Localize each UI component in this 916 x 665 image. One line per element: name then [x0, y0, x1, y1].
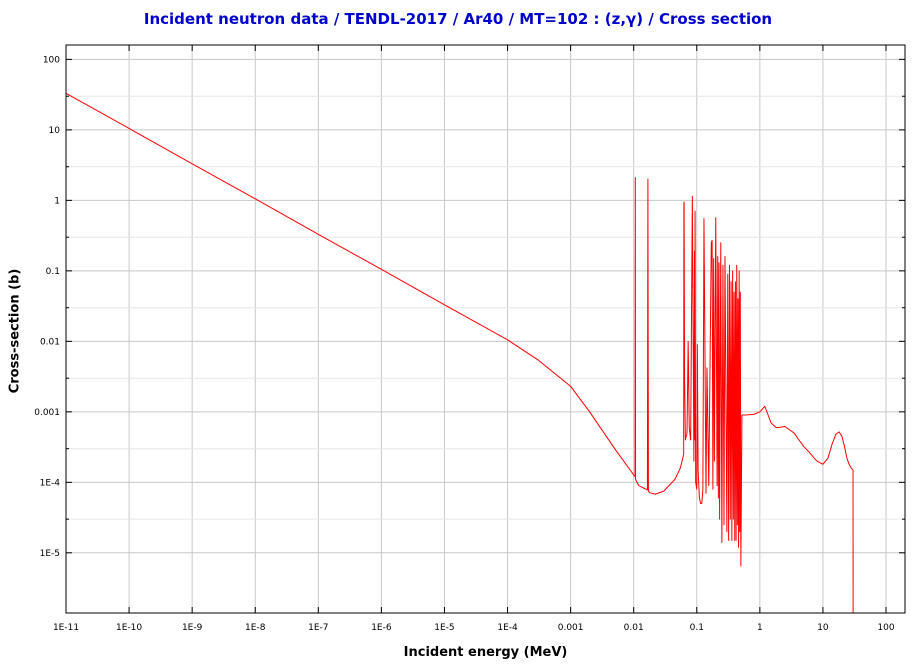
- x-tick-label: 1E-9: [182, 623, 203, 633]
- chart-title: Incident neutron data / TENDL-2017 / Ar4…: [143, 10, 773, 28]
- x-tick-label: 1E-10: [116, 623, 142, 633]
- series-line-0: [65, 92, 905, 614]
- grid-lines: [65, 45, 905, 613]
- y-tick-label: 100: [43, 55, 60, 65]
- y-tick-label: 0.01: [40, 337, 60, 347]
- plot-frame: [65, 44, 906, 614]
- x-tick-label: 0.1: [690, 623, 704, 633]
- tick-labels: 1E-11 1E-10 1E-9 1E-8 1E-7 1E-6 1E-5 1E-4 0.001 0…: [34, 55, 895, 633]
- x-tick-label: 1: [757, 623, 763, 633]
- x-tick-label: 1E-11: [53, 623, 79, 633]
- x-tick-label: 0.001: [558, 623, 584, 633]
- y-tick-label: 1E-5: [40, 549, 60, 559]
- y-tick-label: 0.001: [34, 408, 60, 418]
- series-layer: [65, 92, 905, 614]
- y-tick-label: 1: [54, 196, 60, 206]
- x-tick-label: 1E-4: [497, 623, 518, 633]
- x-tick-label: 1E-6: [371, 623, 392, 633]
- y-tick-label: 0.1: [46, 267, 60, 277]
- x-axis-label: Incident energy (MeV): [403, 645, 568, 660]
- x-tick-label: 0.01: [624, 623, 644, 633]
- x-tick-label: 10: [817, 623, 829, 633]
- x-tick-label: 1E-8: [245, 623, 266, 633]
- tick-marks: [65, 45, 905, 613]
- x-tick-label: 100: [877, 623, 894, 633]
- x-tick-label: 1E-7: [308, 623, 328, 633]
- y-tick-label: 1E-4: [40, 478, 61, 488]
- y-tick-label: 10: [49, 126, 61, 136]
- x-tick-label: 1E-5: [434, 623, 454, 633]
